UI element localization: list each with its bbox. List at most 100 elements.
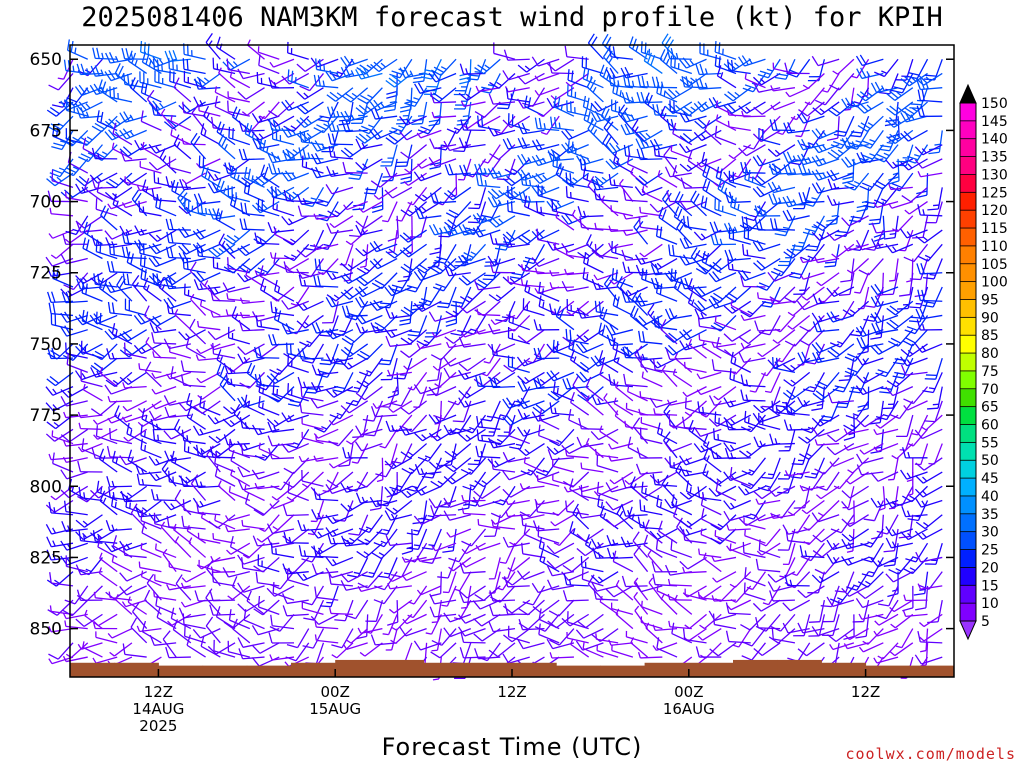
wind-barb (503, 576, 530, 588)
wind-barb (143, 305, 162, 331)
wind-barb (487, 343, 516, 354)
wind-barb (282, 186, 310, 202)
colorbar-bottom-arrow (959, 620, 977, 641)
x-tick-label: 00Z (674, 683, 703, 701)
wind-barb (457, 486, 472, 511)
wind-barb (313, 275, 339, 288)
wind-barb (700, 528, 722, 544)
wind-barb (141, 620, 162, 644)
wind-barb (488, 557, 501, 580)
wind-barb (370, 108, 398, 120)
wind-barb (915, 308, 943, 320)
wind-barb (458, 254, 486, 267)
wind-barb (348, 514, 369, 536)
wind-barb (218, 134, 236, 160)
wind-barb (315, 434, 339, 445)
wind-barb (314, 634, 339, 644)
wind-barb (153, 512, 177, 530)
wind-barb (442, 571, 457, 594)
wind-barb (310, 398, 339, 409)
wind-barb (811, 426, 840, 437)
wind-barb (633, 577, 649, 601)
wind-barb (111, 323, 133, 345)
colorbar-label: 25 (981, 543, 999, 559)
wind-barb (651, 76, 678, 89)
wind-barb (856, 187, 870, 213)
wind-barb (856, 67, 884, 80)
wind-barb (531, 172, 560, 184)
surface-segment (379, 659, 425, 677)
wind-barb (782, 386, 811, 401)
wind-barb (152, 58, 177, 75)
wind-barb (402, 571, 427, 582)
wind-barb (325, 353, 354, 364)
wind-barb (843, 428, 869, 435)
wind-barb (259, 101, 280, 120)
surface-segment (114, 662, 159, 677)
wind-barb (237, 396, 265, 409)
wind-barb (399, 115, 427, 126)
wind-barb (562, 590, 589, 602)
wind-barb (740, 300, 766, 318)
wind-barb (444, 457, 472, 473)
wind-barb (270, 614, 295, 630)
wind-barb (856, 101, 884, 114)
wind-barb (340, 257, 369, 272)
wind-barb (507, 625, 530, 644)
wind-barb (855, 54, 884, 67)
wind-barb (241, 519, 265, 530)
wind-barb (146, 89, 162, 117)
wind-barb (140, 570, 162, 587)
wind-barb (453, 73, 472, 96)
wind-barb (328, 573, 353, 587)
wind-barb (237, 479, 265, 491)
wind-barb (452, 400, 472, 423)
wind-barb (269, 58, 295, 68)
wind-barb (508, 311, 530, 331)
wind-barb (636, 447, 663, 459)
wind-barb (519, 483, 545, 490)
wind-barb (474, 163, 501, 176)
wind-barb (855, 385, 884, 396)
wind-barb (488, 571, 501, 594)
wind-barb (46, 371, 74, 387)
wind-barb (443, 471, 472, 485)
wind-barb (380, 144, 398, 167)
wind-barb (301, 417, 324, 430)
surface-segment (246, 665, 292, 677)
wind-barb (239, 311, 265, 319)
wind-barb (114, 594, 133, 615)
wind-barb (372, 400, 398, 409)
wind-barb (760, 528, 781, 547)
wind-barb (75, 101, 103, 113)
wind-barb (599, 306, 619, 331)
wind-barb (509, 528, 531, 546)
wind-barb (342, 161, 368, 174)
wind-barb (873, 428, 899, 436)
wind-barb (214, 86, 236, 103)
wind-barb (198, 559, 221, 573)
wind-barb (229, 535, 251, 559)
wind-barb (327, 201, 354, 218)
wind-barb (902, 329, 929, 347)
wind-barb (443, 356, 472, 367)
wind-barb (590, 571, 619, 584)
credit-link[interactable]: coolwx.com/models (845, 745, 1016, 763)
wind-barb (619, 178, 634, 202)
colorbar-swatch (960, 156, 976, 175)
wind-barb (496, 571, 516, 591)
wind-barb (808, 600, 826, 623)
wind-barb (166, 302, 191, 317)
wind-barb (432, 357, 457, 371)
wind-barb (196, 245, 221, 260)
wind-barb (217, 480, 236, 501)
wind-barb (871, 514, 884, 540)
wind-barb (446, 115, 472, 134)
chart-title: 2025081406 NAM3KM forecast wind profile … (81, 2, 943, 33)
wind-barb (104, 542, 133, 553)
wind-barb (903, 594, 928, 602)
wind-barb (481, 357, 501, 377)
wind-barb (393, 357, 413, 380)
wind-barb (186, 525, 206, 544)
wind-barb (400, 343, 427, 358)
